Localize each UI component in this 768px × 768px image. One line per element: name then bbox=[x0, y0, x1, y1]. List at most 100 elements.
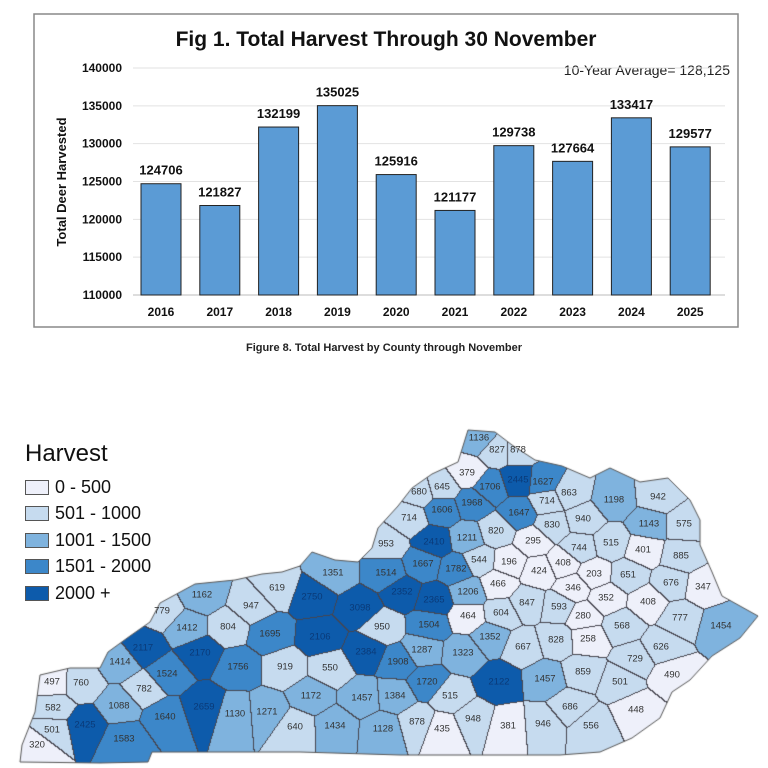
bar-2019 bbox=[316, 105, 358, 296]
county-label: 729 bbox=[627, 653, 643, 665]
county-label: 2352 bbox=[391, 586, 413, 598]
county-label: 919 bbox=[277, 661, 293, 673]
bar-chart: Fig 1. Total Harvest Through 30 November… bbox=[33, 13, 739, 328]
county-label: 942 bbox=[650, 491, 666, 503]
county-label: 568 bbox=[614, 620, 630, 632]
county-label: 804 bbox=[220, 621, 236, 633]
county-label: 575 bbox=[676, 518, 692, 530]
county-label: 744 bbox=[571, 542, 587, 554]
county-label: 1457 bbox=[351, 692, 373, 704]
county-label: 947 bbox=[243, 600, 259, 612]
county-label: 424 bbox=[531, 565, 547, 577]
county-label: 550 bbox=[322, 662, 338, 674]
county-label: 1720 bbox=[416, 676, 438, 688]
legend-swatch bbox=[25, 506, 49, 522]
county-label: 2170 bbox=[189, 647, 211, 659]
county-label: 820 bbox=[488, 525, 504, 537]
county-label: 490 bbox=[664, 669, 680, 681]
legend-label: 0 - 500 bbox=[55, 476, 112, 497]
county-label: 777 bbox=[672, 612, 688, 624]
data-label: 124706 bbox=[139, 163, 182, 178]
county-label: 379 bbox=[459, 467, 475, 479]
county-label: 859 bbox=[575, 666, 591, 678]
x-tick-label: 2018 bbox=[265, 305, 292, 319]
county-label: 501 bbox=[44, 724, 60, 736]
county-label: 1647 bbox=[508, 507, 530, 519]
county-label: 1583 bbox=[113, 733, 135, 745]
county-label: 408 bbox=[555, 557, 571, 569]
data-label: 121827 bbox=[198, 185, 241, 200]
county-label: 1351 bbox=[322, 567, 344, 579]
y-axis-label: Total Deer Harvested bbox=[54, 117, 69, 246]
county-label: 435 bbox=[434, 723, 450, 735]
county-label: 948 bbox=[465, 713, 481, 725]
county-label: 940 bbox=[575, 513, 591, 525]
county-label: 1271 bbox=[256, 706, 278, 718]
county-label: 464 bbox=[460, 610, 476, 622]
county-label: 1695 bbox=[259, 628, 281, 640]
average-annotation: 10-Year Average= 128,125 bbox=[564, 62, 730, 78]
county-label: 2445 bbox=[507, 474, 529, 486]
legend-title: Harvest bbox=[25, 440, 108, 467]
county-label: 1606 bbox=[431, 504, 453, 516]
county-label: 497 bbox=[44, 676, 60, 688]
county-label: 2410 bbox=[423, 536, 445, 548]
legend-label: 1501 - 2000 bbox=[55, 556, 152, 577]
county-label: 1414 bbox=[109, 656, 131, 668]
county-label: 827 bbox=[489, 444, 505, 456]
county-label: 203 bbox=[586, 568, 602, 580]
county-label: 1206 bbox=[457, 586, 479, 598]
county-label: 1162 bbox=[191, 589, 213, 601]
county-label: 619 bbox=[269, 582, 285, 594]
county-label: 686 bbox=[562, 701, 578, 713]
bar-2017 bbox=[199, 205, 241, 296]
bar-2021 bbox=[434, 209, 476, 296]
county-label: 1514 bbox=[375, 567, 397, 579]
county-label: 1384 bbox=[384, 690, 406, 702]
legend-item: 2000 + bbox=[25, 580, 151, 607]
county-label: 1640 bbox=[154, 711, 176, 723]
legend-item: 501 - 1000 bbox=[25, 501, 151, 528]
legend-label: 2000 + bbox=[55, 582, 111, 603]
x-tick-label: 2023 bbox=[559, 305, 586, 319]
county-label: 1756 bbox=[227, 661, 249, 673]
legend-swatch bbox=[25, 585, 49, 601]
county-label: 667 bbox=[515, 641, 531, 653]
county-label: 295 bbox=[525, 535, 541, 547]
chart-title: Fig 1. Total Harvest Through 30 November bbox=[176, 28, 597, 51]
x-tick-label: 2025 bbox=[677, 305, 704, 319]
county-label: 676 bbox=[663, 577, 679, 589]
county-label: 1211 bbox=[456, 532, 478, 544]
county-label: 714 bbox=[539, 495, 555, 507]
county-label: 1198 bbox=[603, 494, 625, 506]
county-label: 1323 bbox=[452, 647, 474, 659]
county-label: 352 bbox=[598, 592, 614, 604]
county-label: 280 bbox=[575, 610, 591, 622]
data-label: 133417 bbox=[610, 97, 653, 112]
y-tick-label: 115000 bbox=[83, 250, 123, 264]
x-tick-label: 2016 bbox=[148, 305, 175, 319]
county-label: 946 bbox=[535, 718, 551, 730]
county-label: 1524 bbox=[156, 668, 178, 680]
county-label: 830 bbox=[544, 519, 560, 531]
legend-item: 1001 - 1500 bbox=[25, 527, 151, 554]
county-label: 1454 bbox=[710, 620, 732, 632]
county-label: 604 bbox=[493, 607, 509, 619]
county-label: 645 bbox=[434, 481, 450, 493]
county-label: 953 bbox=[378, 538, 394, 550]
county-label: 401 bbox=[635, 544, 651, 556]
county-label: 2384 bbox=[355, 646, 377, 658]
county-label: 1434 bbox=[324, 720, 346, 732]
county-label: 1968 bbox=[461, 497, 483, 509]
county-label: 950 bbox=[374, 621, 390, 633]
county-label: 885 bbox=[673, 550, 689, 562]
county-label: 878 bbox=[409, 716, 425, 728]
county-label: 515 bbox=[442, 690, 458, 702]
county-label: 515 bbox=[603, 537, 619, 549]
bar-2022 bbox=[493, 145, 535, 296]
county-label: 3098 bbox=[349, 602, 371, 614]
county-label: 2122 bbox=[488, 676, 510, 688]
x-tick-label: 2021 bbox=[442, 305, 469, 319]
bar-2016 bbox=[140, 183, 182, 296]
y-tick-label: 125000 bbox=[82, 175, 122, 189]
